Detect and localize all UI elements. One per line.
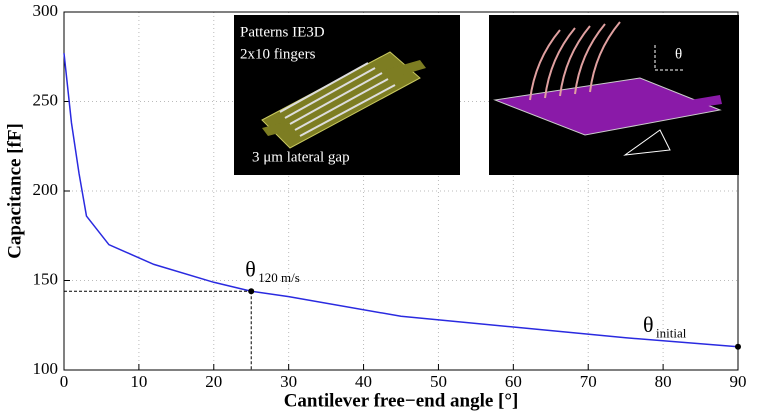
- marker: [248, 288, 255, 295]
- x-tick-label: 10: [130, 372, 147, 391]
- plot-frame: [63, 11, 739, 371]
- annotation-subscript: 120 m/s: [258, 270, 300, 285]
- y-axis-label: Capacitance [fF]: [4, 123, 25, 259]
- x-tick-label: 70: [580, 372, 597, 391]
- inset-text: 2x10 fingers: [240, 46, 316, 62]
- inset-text: θ: [675, 46, 682, 62]
- x-tick-label: 0: [60, 372, 69, 391]
- annotation-symbol: θ: [245, 256, 256, 281]
- x-tick-label: 50: [430, 372, 447, 391]
- inset-right: [489, 15, 739, 175]
- x-tick-label: 90: [730, 372, 747, 391]
- inset-text: 3 μm lateral gap: [252, 149, 350, 165]
- annotation-subscript: initial: [656, 326, 687, 341]
- annotation-symbol: θ: [643, 312, 654, 337]
- x-tick-label: 20: [205, 372, 222, 391]
- y-tick-label: 150: [33, 269, 59, 288]
- x-tick-label: 30: [280, 372, 297, 391]
- x-tick-label: 60: [505, 372, 522, 391]
- y-tick-label: 100: [33, 359, 59, 378]
- inset-text: Patterns IE3D: [240, 24, 325, 40]
- y-tick-label: 200: [33, 180, 59, 199]
- y-tick-label: 250: [33, 90, 59, 109]
- x-axis-label: Cantilever free−end angle [°]: [284, 390, 519, 411]
- y-tick-label: 300: [33, 1, 59, 20]
- marker: [735, 343, 741, 350]
- data-line: [63, 53, 739, 348]
- inset-left: [234, 15, 460, 175]
- x-tick-label: 80: [655, 372, 672, 391]
- x-tick-label: 40: [355, 372, 372, 391]
